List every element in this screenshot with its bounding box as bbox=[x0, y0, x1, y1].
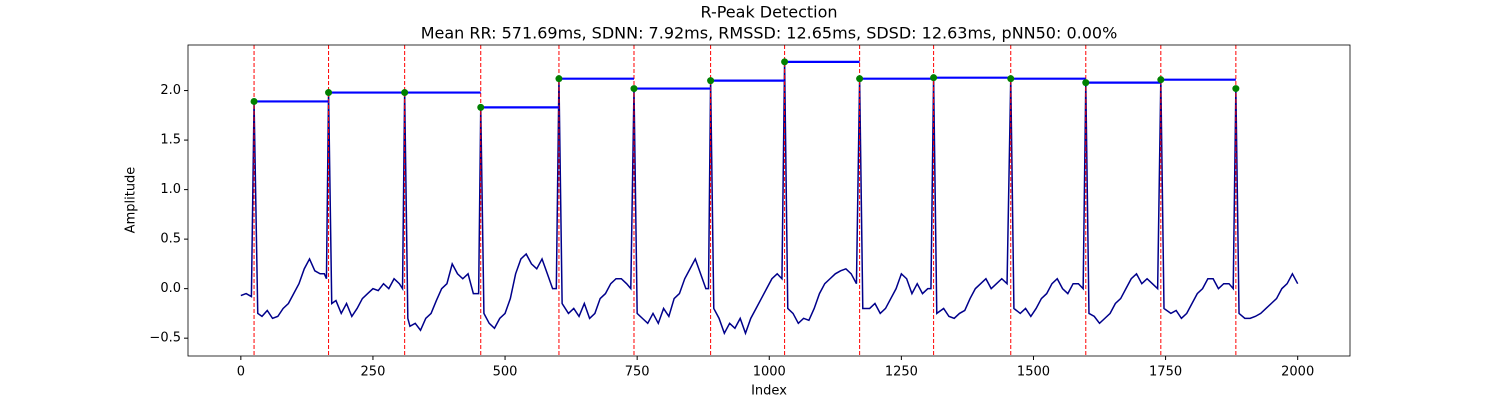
y-tick-label: 1.0 bbox=[160, 182, 181, 197]
y-tick-label: 2.0 bbox=[160, 83, 181, 98]
plot-frame bbox=[187, 44, 1351, 357]
r-peak bbox=[781, 58, 789, 66]
r-peak bbox=[401, 89, 409, 97]
r-peak bbox=[325, 89, 333, 97]
signal-line bbox=[240, 61, 1299, 336]
y-axis-label: Amplitude bbox=[124, 167, 139, 234]
x-tick-label: 750 bbox=[625, 365, 650, 380]
r-peak bbox=[630, 85, 638, 93]
x-tick-label: 500 bbox=[493, 365, 518, 380]
r-peak bbox=[1157, 76, 1165, 84]
r-peak bbox=[250, 97, 258, 105]
r-peak bbox=[707, 77, 715, 85]
x-tick-label: 0 bbox=[237, 365, 245, 380]
r-peak bbox=[555, 75, 563, 83]
y-tick-label: 1.5 bbox=[160, 133, 181, 148]
chart-title: R-Peak Detection bbox=[700, 3, 837, 22]
x-tick-label: 250 bbox=[361, 365, 386, 380]
y-tick-label: 0.5 bbox=[160, 232, 181, 247]
r-peak bbox=[930, 74, 938, 82]
r-peak bbox=[1007, 75, 1015, 83]
r-peak bbox=[1232, 85, 1240, 93]
r-peak bbox=[1082, 79, 1090, 87]
y-tick-label: 0.0 bbox=[160, 281, 181, 296]
x-tick-label: 1750 bbox=[1149, 365, 1182, 380]
x-tick-label: 1000 bbox=[753, 365, 786, 380]
y-tick-label: −0.5 bbox=[149, 331, 181, 346]
r-peak bbox=[856, 75, 864, 83]
x-tick-label: 1500 bbox=[1017, 365, 1050, 380]
r-peak bbox=[477, 103, 485, 111]
x-tick-label: 1250 bbox=[885, 365, 918, 380]
chart-subtitle: Mean RR: 571.69ms, SDNN: 7.92ms, RMSSD: … bbox=[421, 24, 1118, 43]
x-axis-label: Index bbox=[751, 384, 787, 399]
x-tick-label: 2000 bbox=[1281, 365, 1314, 380]
